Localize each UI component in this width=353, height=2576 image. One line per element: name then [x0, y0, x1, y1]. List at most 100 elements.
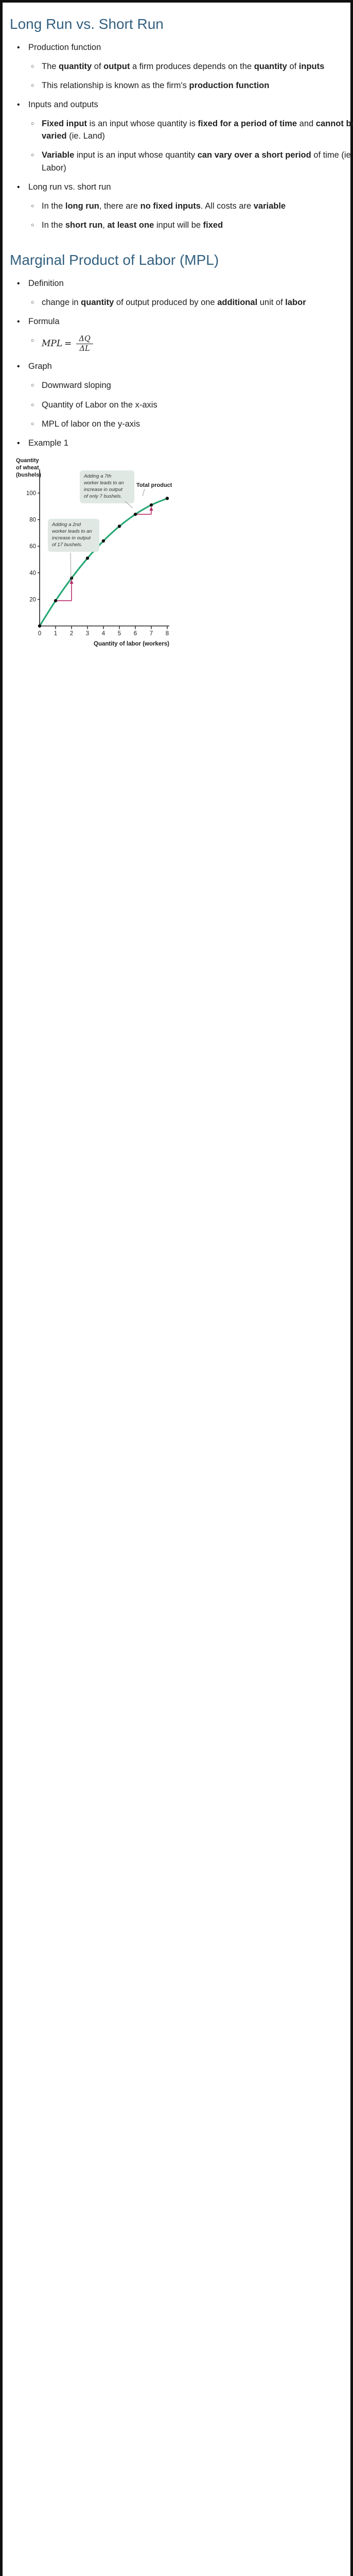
y-tick-label: 40 [29, 570, 36, 577]
bullet-icon [31, 60, 34, 73]
text-segment: Fixed input [42, 119, 87, 129]
text-segment: In the [42, 220, 65, 230]
note-bullet: The quantity of output a firm produces d… [10, 60, 353, 73]
callout-text: worker leads to an [84, 480, 124, 486]
text-segment: fixed for a period of time [198, 119, 297, 129]
note-bullet: Formula [10, 315, 353, 328]
text-segment: cannot be varied [42, 119, 353, 141]
text-segment: MPL of labor on the y-axis [42, 419, 140, 429]
text-segment: labor [285, 297, 306, 307]
callout-text: Adding a 7th [83, 473, 111, 479]
leader-line [70, 552, 72, 579]
note-bullet: Long run vs. short run [10, 181, 353, 193]
note-bullet: Quantity of Labor on the x-axis [10, 399, 353, 411]
bullet-icon [31, 200, 34, 212]
text-segment: In the [42, 201, 65, 211]
text-segment: production function [189, 81, 270, 91]
bullet-text: Example 1 [28, 438, 68, 448]
text-segment: long run [65, 201, 99, 211]
notes-document: Long Run vs. Short Run Production functio… [3, 3, 353, 691]
y-axis-title: Quantity [16, 457, 39, 464]
y-axis-title: of wheat [16, 465, 39, 471]
text-segment: Formula [28, 317, 60, 327]
bullet-text: Long run vs. short run [28, 182, 111, 192]
figure-tp: Quantity of wheat (bushels) 100 80 60 40 20 0 1 2 3… [10, 456, 342, 659]
note-bullet: Graph [10, 360, 353, 372]
text-segment: , there are [99, 201, 140, 211]
text-segment: Quantity of Labor on the x-axis [42, 400, 157, 410]
bullet-text: Quantity of Labor on the x-axis [42, 400, 157, 410]
text-segment: The [42, 62, 59, 72]
bullet-icon [17, 277, 20, 290]
bullet-icon [17, 98, 20, 111]
text-segment: a firm produces depends on the [130, 62, 254, 72]
text-segment: unit of [257, 297, 286, 307]
bullet-icon [17, 181, 20, 193]
text-segment: Production function [28, 43, 101, 52]
text-segment: additional [217, 297, 258, 307]
text-segment: short run [65, 220, 103, 230]
x-tick-label: 3 [86, 631, 89, 637]
bullet-text: This relationship is known as the firm's… [42, 81, 269, 90]
text-segment: . All costs are [201, 201, 254, 211]
note-bullet: MPL of labor on the y-axis [10, 418, 353, 430]
bullet-text: Definition [28, 279, 64, 288]
bullet-icon [31, 399, 34, 411]
bullet-icon [31, 149, 34, 161]
note-bullet: Downward sloping [10, 379, 353, 392]
text-segment: input will be [154, 220, 203, 230]
x-tick-label: 1 [54, 631, 57, 637]
text-segment: of [287, 62, 299, 72]
text-segment: is an input whose quantity is [87, 119, 198, 129]
x-tick-label: 4 [102, 631, 105, 637]
note-bullet: In the short run, at least one input wil… [10, 219, 353, 231]
x-tick-label: 8 [166, 631, 169, 637]
callout-text: increase in output [52, 535, 91, 541]
formula-lhs: MPL [42, 338, 63, 349]
note-bullet: Definition [10, 277, 353, 290]
data-point [38, 624, 42, 628]
text-segment: fixed [203, 220, 223, 230]
callout-text: increase in output [84, 487, 122, 493]
arrowhead-icon [69, 579, 74, 584]
text-segment: (ie. Land) [66, 131, 105, 141]
note-bullet: Inputs and outputs [10, 98, 353, 111]
bullet-text: change in quantity of output produced by… [42, 298, 306, 307]
numerator: ΔQ [76, 334, 93, 345]
text-segment: of output produced by one [114, 297, 218, 307]
bullet-text: Inputs and outputs [28, 100, 98, 109]
text-segment: input is an input whose quantity [74, 150, 198, 160]
fraction: ΔQ ΔL [76, 334, 93, 353]
page-heading: Marginal Product of Labor (MPL) [10, 251, 219, 268]
text-segment: Variable [42, 150, 75, 160]
bullet-icon [31, 219, 34, 231]
callout-text: worker leads to an [52, 529, 92, 534]
text-segment: output [103, 62, 130, 72]
text-segment: inputs [298, 62, 325, 72]
text-segment: change in [42, 297, 81, 307]
figure-total-product: Quantity of wheat (bushels) 100 80 60 40 20 0 1 2 3… [15, 456, 342, 659]
bullet-icon [31, 117, 34, 130]
bullet-text: Formula [28, 317, 60, 326]
text-segment: Definition [28, 278, 64, 288]
bullet-icon [31, 334, 34, 347]
data-point [165, 496, 169, 500]
bullet-icon [31, 379, 34, 392]
text-segment: and [297, 119, 316, 129]
data-point [149, 503, 153, 507]
x-tick-label: 7 [150, 631, 153, 637]
leader-line [125, 501, 133, 509]
y-tick-label: 20 [29, 597, 36, 603]
note-bullet: Variable input is an input whose quantit… [10, 149, 353, 174]
text-segment: Inputs and outputs [28, 100, 98, 110]
note-bullet: Production function [10, 41, 353, 54]
y-tick-label: 60 [29, 544, 36, 550]
text-segment: quantity [81, 297, 114, 307]
total-product-curve [39, 497, 168, 627]
text-segment: of time (ie. Labor) [42, 150, 353, 173]
data-point [69, 576, 74, 580]
page-heading: Long Run vs. Short Run [10, 16, 164, 32]
denominator: ΔL [79, 345, 90, 353]
equals-sign: = [64, 338, 72, 349]
